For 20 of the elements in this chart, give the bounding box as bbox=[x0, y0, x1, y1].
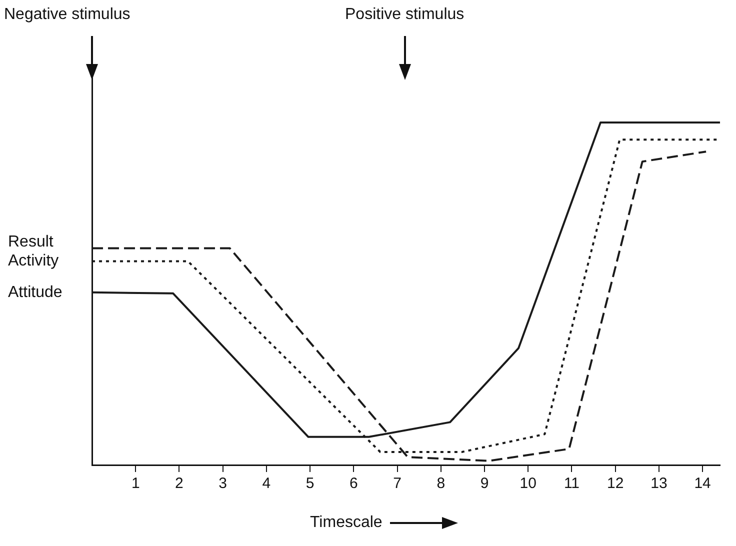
x-tick-label: 10 bbox=[520, 475, 536, 492]
x-axis-title: Timescale bbox=[310, 514, 382, 532]
series-label: Attitude bbox=[8, 284, 62, 301]
text: Result bbox=[8, 234, 54, 251]
text: Positive stimulus bbox=[345, 6, 464, 24]
x-tick-label: 9 bbox=[480, 475, 489, 492]
x-tick-label: 6 bbox=[349, 475, 358, 492]
x-tick-label: 3 bbox=[218, 475, 228, 492]
x-tick-label: 4 bbox=[262, 475, 271, 492]
x-tick-label: 11 bbox=[564, 475, 580, 492]
x-tick-label: 8 bbox=[436, 475, 446, 492]
x-tick-label: 14 bbox=[694, 475, 711, 492]
text: Activity bbox=[8, 252, 59, 270]
x-tick-label: 12 bbox=[606, 475, 624, 492]
x-tick-label: 13 bbox=[650, 475, 668, 492]
x-tick-label: 7 bbox=[393, 475, 402, 492]
x-tick-label: 1 bbox=[131, 475, 140, 492]
text: Negative stimulus bbox=[4, 6, 130, 24]
x-tick-label: 2 bbox=[175, 475, 184, 492]
x-tick-label: 5 bbox=[306, 475, 314, 492]
